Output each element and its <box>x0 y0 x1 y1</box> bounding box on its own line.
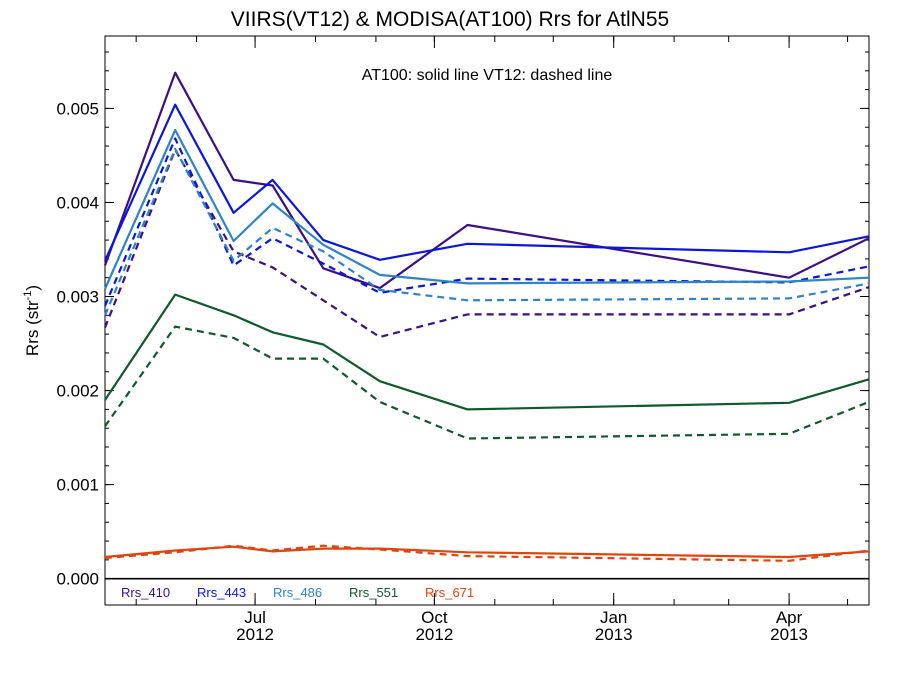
series-rrs-443 <box>103 103 870 307</box>
line-style-note: AT100: solid line VT12: dashed line <box>362 67 613 84</box>
legend-item: Rrs_410 <box>121 585 170 600</box>
y-tick-label: 0.003 <box>56 288 99 307</box>
y-axis-label-main: Rrs (str <box>23 300 42 356</box>
line-vt12-rrs-410 <box>103 148 870 339</box>
y-tick-label: 0.004 <box>56 193 99 212</box>
x-tick-label-month: Jan <box>600 608 627 627</box>
x-tick-label-year: 2013 <box>770 625 808 644</box>
y-tick-label: 0.001 <box>56 476 99 495</box>
y-axis-label: Rrs (str-1) <box>22 285 42 356</box>
x-tick-label-month: Apr <box>776 608 803 627</box>
line-vt12-rrs-551 <box>104 325 870 440</box>
line-at100-rrs-671 <box>104 545 870 559</box>
plot-frame <box>104 35 870 606</box>
y-axis-label-sup: -1 <box>22 291 34 301</box>
y-tick-label: 0.005 <box>56 99 99 118</box>
legend-item: Rrs_671 <box>425 585 474 600</box>
x-tick-label-year: 2012 <box>415 625 453 644</box>
x-tick-label-month: Oct <box>421 608 448 627</box>
y-axis-label-end: ) <box>23 285 42 291</box>
line-at100-rrs-410 <box>103 71 870 290</box>
series-rrs-486 <box>103 128 870 316</box>
line-at100-rrs-443 <box>103 103 870 262</box>
y-tick-label: 0.002 <box>56 382 99 401</box>
x-tick-label-year: 2012 <box>236 625 274 644</box>
x-tick-label-year: 2013 <box>595 625 633 644</box>
legend-item: Rrs_551 <box>349 585 398 600</box>
x-tick-label-month: Jul <box>244 608 266 627</box>
series-rrs-551 <box>104 293 870 440</box>
series-rrs-671 <box>104 544 870 562</box>
legend-item: Rrs_486 <box>273 585 322 600</box>
line-at100-rrs-486 <box>103 128 870 290</box>
legend-item: Rrs_443 <box>197 585 246 600</box>
series-rrs-410 <box>103 71 870 339</box>
chart-title: VIIRS(VT12) & MODISA(AT100) Rrs for AtlN… <box>231 8 669 31</box>
line-vt12-rrs-486 <box>103 147 870 316</box>
line-at100-rrs-551 <box>104 293 870 411</box>
y-tick-label: 0.000 <box>56 570 99 589</box>
